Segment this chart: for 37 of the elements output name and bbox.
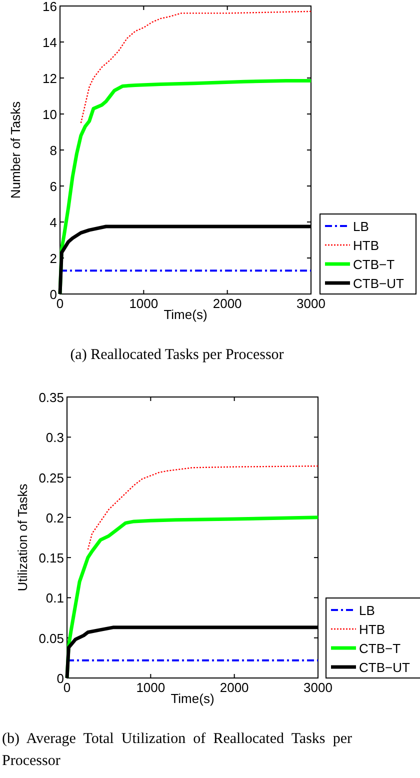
y-axis-title: Number of Tasks (8, 100, 23, 199)
y-tick-label: 0.25 (38, 470, 64, 486)
y-tick-label: 12 (42, 71, 57, 86)
y-tick-label: 10 (42, 107, 57, 122)
text: (b) Average Total Utilization of Reallocated Tasks per Processor (2, 730, 352, 771)
y-tick-label: 0.3 (46, 430, 64, 446)
y-tick-label: 8 (50, 143, 57, 158)
y-tick-label: 0.35 (38, 390, 64, 405)
legend-label: LB (353, 219, 369, 234)
y-tick-label: 6 (50, 179, 57, 194)
legend-label: CTB−T (353, 257, 395, 272)
x-tick-label: 1000 (129, 296, 158, 311)
x-tick-label: 2000 (212, 296, 242, 311)
y-tick-label: 0.05 (38, 630, 64, 646)
y-tick-label: 14 (42, 35, 57, 50)
y-tick-label: 4 (50, 215, 57, 230)
y-tick-label: 0.15 (38, 550, 64, 566)
legend-label: HTB (359, 622, 385, 637)
line-series (87, 465, 319, 550)
x-tick-label: 3000 (296, 296, 326, 311)
legend-label: CTB−UT (359, 660, 410, 675)
x-tick-label: 1000 (136, 680, 166, 695)
x-axis-title: Time(s) (170, 691, 214, 706)
y-tick-label: 2 (50, 251, 57, 266)
legend-label: LB (359, 603, 375, 618)
line-series (80, 10, 312, 124)
legend-label: CTB−T (359, 641, 401, 656)
y-tick-label: 16 (42, 0, 57, 14)
y-axis-title: Utilization of Tasks (15, 483, 30, 592)
y-tick-label: 0.1 (46, 590, 64, 606)
text: (a) Reallocated Tasks per Processor (69, 346, 285, 365)
y-tick-label: 0.2 (46, 510, 64, 526)
x-tick-label: 3000 (304, 680, 332, 695)
x-axis-title: Time(s) (164, 307, 208, 322)
legend-label: CTB−UT (353, 276, 404, 291)
legend-label: HTB (353, 238, 379, 253)
x-tick-label: 2000 (220, 680, 249, 695)
